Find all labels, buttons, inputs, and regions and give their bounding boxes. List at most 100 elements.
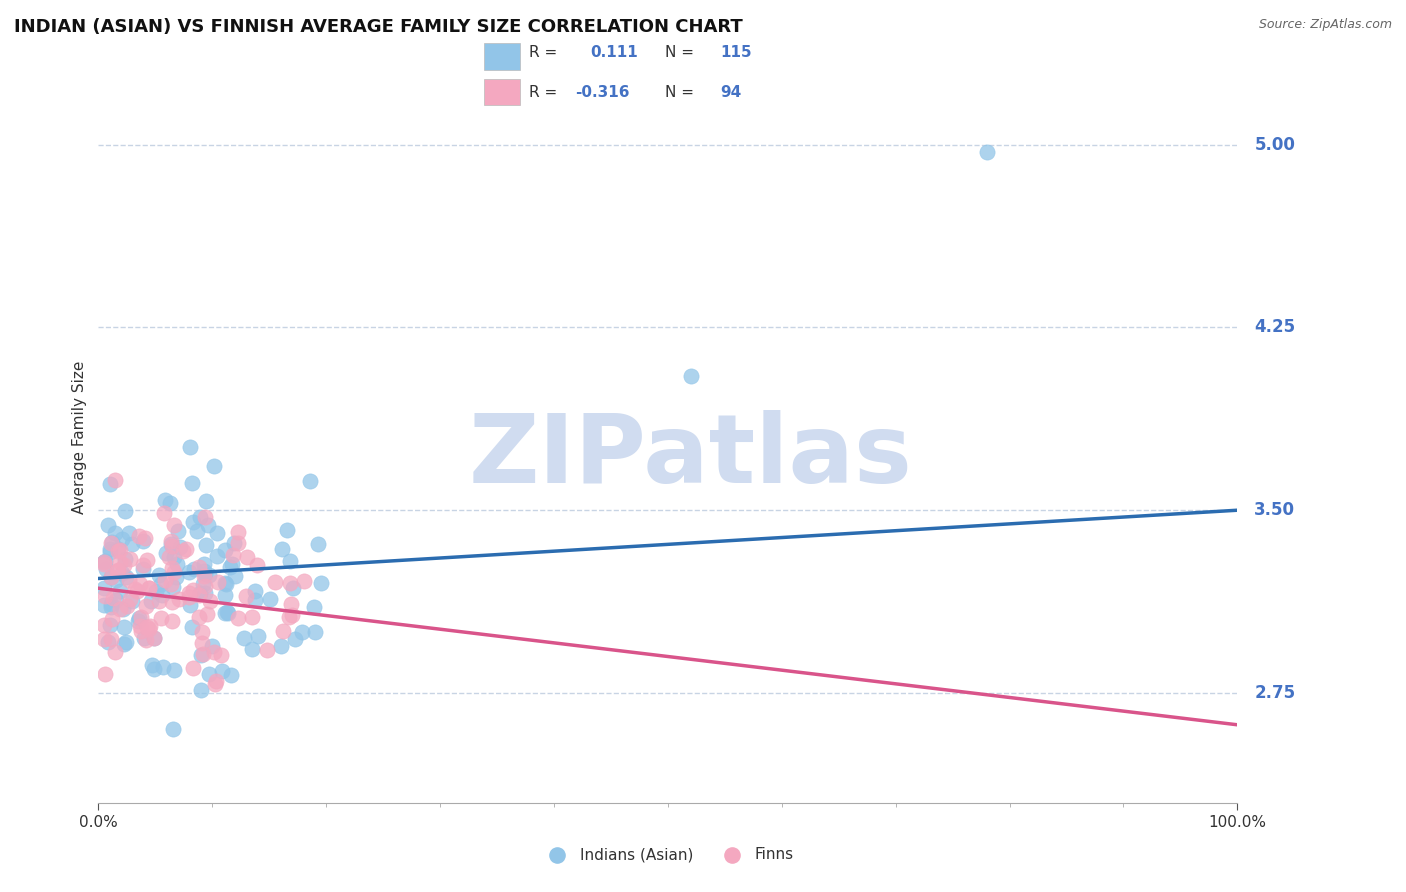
- Point: [304, 624, 326, 639]
- Point: [93, 555, 115, 569]
- Point: [280, 607, 302, 622]
- Point: [202, 645, 225, 659]
- Point: [207, 575, 229, 590]
- Point: [193, 557, 215, 571]
- Point: [107, 542, 129, 557]
- Point: [128, 529, 150, 543]
- Point: [152, 660, 174, 674]
- Point: [186, 524, 208, 538]
- Point: [134, 631, 156, 645]
- Point: [232, 631, 254, 645]
- Point: [98, 618, 121, 632]
- Text: N =: N =: [665, 85, 695, 100]
- Point: [132, 533, 155, 548]
- Point: [111, 602, 134, 616]
- Point: [153, 506, 176, 520]
- Point: [121, 594, 143, 608]
- Point: [148, 568, 170, 582]
- Point: [276, 523, 298, 537]
- Point: [174, 541, 197, 556]
- Point: [179, 440, 201, 454]
- Point: [98, 541, 121, 556]
- Point: [205, 673, 228, 688]
- Point: [181, 620, 204, 634]
- Text: R =: R =: [530, 45, 558, 60]
- Point: [309, 575, 332, 590]
- Point: [110, 543, 132, 558]
- Point: [142, 632, 165, 646]
- Point: [224, 536, 246, 550]
- Point: [162, 580, 184, 594]
- Point: [194, 586, 217, 600]
- Point: [150, 576, 173, 591]
- Point: [163, 663, 186, 677]
- Text: 3.50: 3.50: [1254, 501, 1295, 519]
- Point: [236, 549, 259, 564]
- Point: [219, 668, 242, 682]
- Point: [246, 558, 269, 573]
- Point: [463, 856, 485, 871]
- Point: [142, 631, 165, 645]
- Text: N =: N =: [665, 45, 695, 60]
- Point: [194, 567, 217, 582]
- Point: [256, 643, 278, 657]
- Point: [114, 570, 136, 584]
- Point: [240, 641, 263, 656]
- Point: [159, 537, 181, 551]
- Point: [139, 618, 162, 632]
- Point: [94, 554, 117, 568]
- Point: [278, 576, 301, 591]
- Point: [160, 534, 183, 549]
- Point: [179, 565, 201, 579]
- Point: [112, 620, 135, 634]
- Point: [134, 531, 156, 545]
- Point: [153, 573, 176, 587]
- Point: [179, 598, 201, 612]
- Point: [177, 586, 200, 600]
- Point: [121, 536, 143, 550]
- Point: [976, 145, 998, 159]
- Point: [307, 537, 329, 551]
- Point: [141, 658, 163, 673]
- Point: [271, 624, 294, 638]
- Point: [162, 517, 184, 532]
- Point: [211, 664, 233, 678]
- Text: -0.316: -0.316: [575, 85, 630, 100]
- Point: [657, 856, 679, 871]
- Point: [111, 566, 134, 580]
- Point: [124, 582, 146, 596]
- Point: [145, 584, 167, 599]
- Point: [93, 557, 115, 571]
- Point: [129, 624, 152, 638]
- Point: [205, 525, 228, 540]
- Point: [195, 538, 218, 552]
- Point: [97, 635, 120, 649]
- Point: [187, 559, 209, 574]
- Point: [188, 588, 211, 602]
- Point: [132, 562, 155, 576]
- Point: [103, 591, 125, 606]
- Point: [193, 569, 215, 583]
- Text: 115: 115: [720, 45, 751, 60]
- Point: [226, 535, 249, 549]
- Point: [976, 832, 998, 847]
- FancyBboxPatch shape: [484, 44, 520, 70]
- Point: [94, 562, 117, 576]
- Point: [222, 548, 245, 562]
- Point: [243, 583, 266, 598]
- Point: [291, 624, 314, 639]
- Point: [294, 574, 316, 588]
- Point: [197, 667, 219, 681]
- Point: [97, 518, 120, 533]
- Point: [284, 632, 307, 646]
- Text: R =: R =: [530, 85, 558, 100]
- Point: [183, 562, 205, 576]
- Point: [108, 555, 131, 569]
- Point: [94, 589, 117, 603]
- Point: [138, 581, 160, 595]
- Point: [160, 539, 183, 553]
- Point: [204, 677, 226, 691]
- Text: 0.111: 0.111: [591, 45, 638, 60]
- Legend: Indians (Asian), Finns: Indians (Asian), Finns: [536, 841, 800, 868]
- Point: [165, 570, 187, 584]
